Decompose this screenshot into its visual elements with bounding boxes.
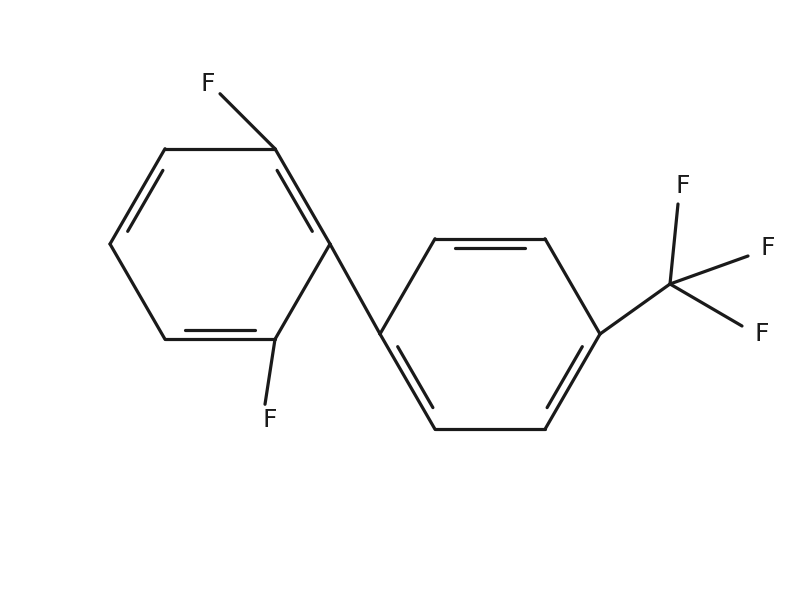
Text: F: F	[761, 236, 775, 260]
Text: F: F	[754, 322, 769, 346]
Text: F: F	[201, 72, 215, 96]
Text: F: F	[263, 408, 277, 432]
Text: F: F	[675, 174, 690, 198]
